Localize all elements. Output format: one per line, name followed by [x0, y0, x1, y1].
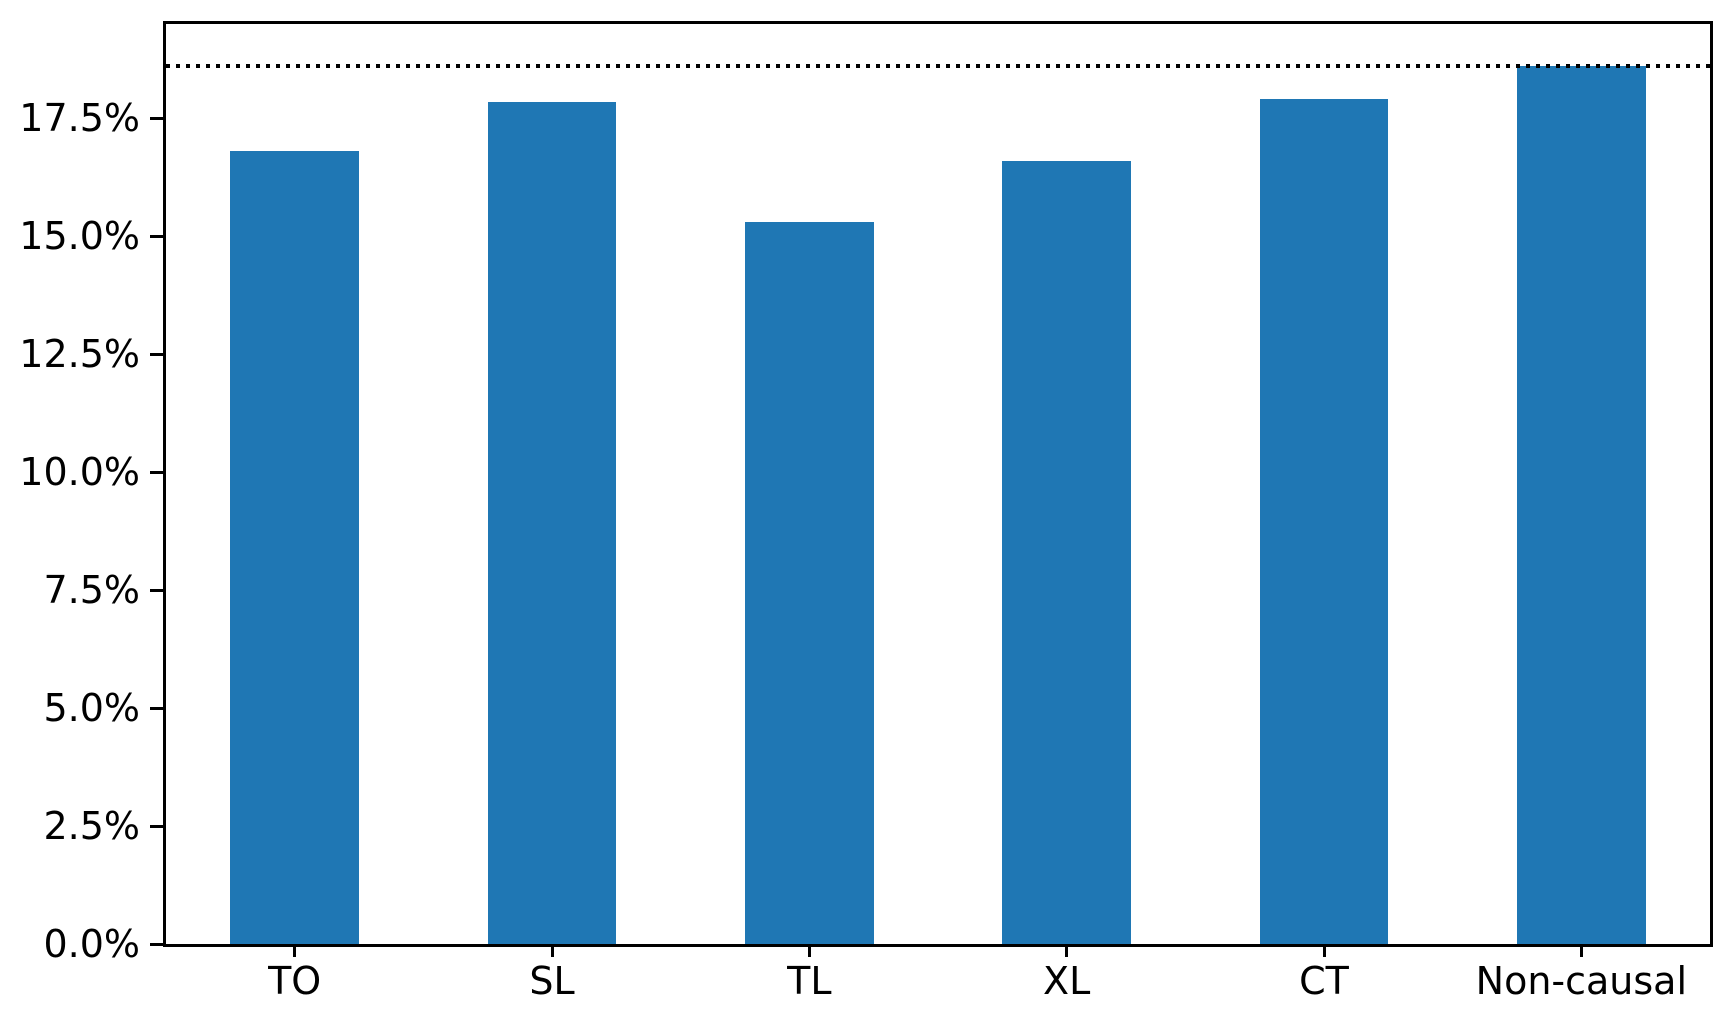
x-axis-category-label: TO — [268, 959, 322, 1003]
y-axis-tick-mark — [150, 942, 163, 946]
bar-to — [230, 151, 359, 944]
y-axis-tick-label: 10.0% — [19, 450, 140, 495]
bar-sl — [487, 101, 617, 944]
y-axis-tick-label: 17.5% — [19, 96, 140, 141]
plot-area — [163, 21, 1713, 947]
plot-inner-area — [166, 24, 1710, 944]
y-axis-tick-mark — [150, 588, 163, 592]
bar-tl — [745, 222, 874, 944]
y-axis-tick-label: 5.0% — [43, 686, 140, 731]
x-axis-category-label: TL — [787, 959, 832, 1003]
y-axis-tick-mark — [150, 352, 163, 356]
x-axis-tick-mark — [1065, 947, 1069, 957]
x-axis-category-label: SL — [529, 959, 575, 1003]
y-axis-tick-mark — [150, 116, 163, 120]
x-axis-tick-mark — [1579, 947, 1583, 957]
y-axis-tick-label: 12.5% — [19, 332, 140, 377]
bar-ct — [1259, 99, 1389, 944]
y-axis-tick-mark — [150, 706, 163, 710]
bar-xl — [1002, 160, 1131, 944]
y-axis-tick-label: 15.0% — [19, 214, 140, 259]
y-axis-tick-label: 7.5% — [43, 568, 140, 613]
y-axis-tick-label: 2.5% — [43, 804, 140, 849]
x-axis-category-label: XL — [1043, 959, 1091, 1003]
y-axis-tick-mark — [150, 470, 163, 474]
x-axis-tick-mark — [807, 947, 811, 957]
y-axis-tick-mark — [150, 824, 163, 828]
y-axis-tick-label: 0.0% — [43, 922, 140, 966]
reference-line — [166, 64, 1710, 69]
bar-non-causal — [1517, 66, 1646, 944]
y-axis-tick-mark — [150, 234, 163, 238]
x-axis-tick-mark — [550, 947, 554, 957]
x-axis-category-label: Non-causal — [1475, 959, 1688, 1003]
x-axis-tick-mark — [293, 947, 297, 957]
x-axis-category-label: CT — [1299, 959, 1349, 1003]
x-axis-tick-mark — [1322, 947, 1326, 957]
